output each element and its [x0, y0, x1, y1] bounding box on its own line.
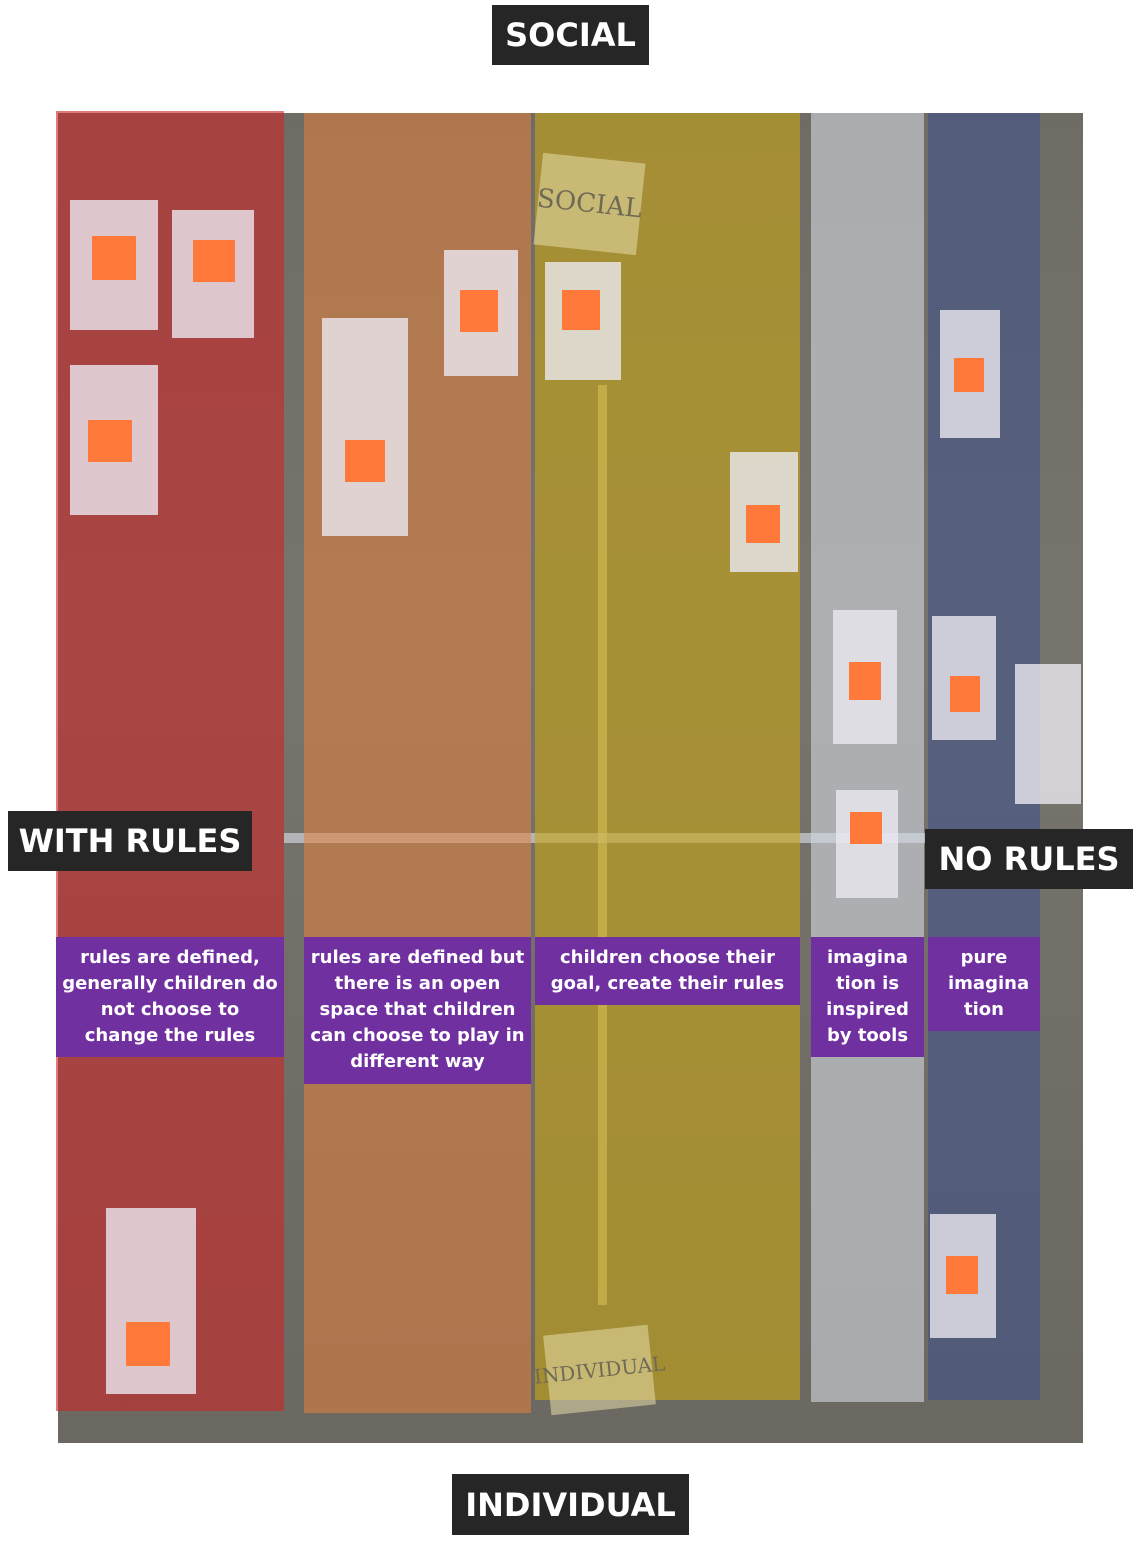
sticky-note [746, 505, 780, 543]
sticky-note [126, 1322, 170, 1366]
column-caption: imagina tion is inspired by tools [811, 937, 924, 1057]
sticky-note [849, 662, 881, 700]
sticky-note [954, 358, 984, 392]
column-caption: rules are defined, generally children do… [56, 937, 284, 1057]
sticky-note [193, 240, 235, 282]
column-caption: pure imagina tion [928, 937, 1040, 1031]
sticky-note [92, 236, 136, 280]
column-caption: rules are defined but there is an open s… [304, 937, 531, 1084]
sticky-note [345, 440, 385, 482]
card [1015, 664, 1081, 804]
photo-note: INDIVIDUAL [533, 1324, 666, 1416]
sticky-note [562, 290, 600, 330]
axis-label-bottom: INDIVIDUAL [452, 1474, 689, 1535]
axis-label-right: NO RULES [925, 829, 1133, 889]
column-caption: children choose their goal, create their… [535, 937, 800, 1005]
axis-label-top: SOCIAL [492, 5, 649, 65]
band-grey [811, 113, 924, 1402]
card [836, 790, 898, 898]
sticky-note [460, 290, 498, 332]
sticky-note [850, 812, 882, 844]
sticky-note [946, 1256, 978, 1294]
card [322, 318, 408, 536]
sticky-note [88, 420, 132, 462]
card [106, 1208, 196, 1394]
axis-label-left: WITH RULES [8, 811, 252, 871]
sticky-note [950, 676, 980, 712]
photo-note: SOCIAL [533, 152, 646, 256]
